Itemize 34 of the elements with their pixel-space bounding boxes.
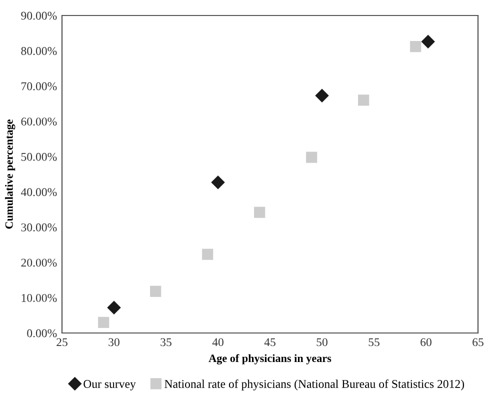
point (107, 300, 121, 314)
x-tick-label: 30 (108, 338, 120, 346)
y-tick-label: 80.00% (21, 47, 57, 56)
y-tick-label: 40.00% (20, 188, 57, 196)
point (358, 94, 370, 106)
x-axis-title: Age of physicians in years (208, 354, 332, 364)
point (254, 206, 266, 218)
x-tick-label: 45 (264, 338, 276, 346)
point (98, 316, 110, 328)
x-tick-label: 35 (160, 338, 172, 346)
x-tick-label: 65 (472, 338, 484, 346)
x-tick-label: 55 (368, 338, 380, 346)
x-tick-label: 40 (212, 338, 224, 346)
point (315, 88, 329, 102)
y-tick-label: 20.00% (21, 258, 57, 267)
y-axis-title: Cumulative percentage (5, 120, 16, 229)
point (421, 34, 435, 48)
point (306, 152, 318, 163)
point (211, 175, 225, 190)
y-tick-label: 50.00% (21, 152, 57, 161)
y-tick-label: 90.00% (21, 12, 57, 20)
point (150, 286, 162, 297)
y-tick-label: 30.00% (21, 223, 57, 232)
legend-label: Our survey (84, 380, 136, 390)
x-tick-label: 25 (56, 338, 68, 346)
x-tick-label: 60 (420, 338, 432, 346)
point (202, 248, 214, 260)
y-tick-label: 70.00% (22, 82, 57, 90)
legend-label: National rate of physicians (National Bureau of Statistics 2012) (164, 380, 464, 390)
x-tick-label: 50 (316, 338, 328, 346)
y-tick-label: 10.00% (22, 294, 57, 302)
y-tick-label: 60.00% (21, 118, 57, 126)
y-tick-label: 0.00% (27, 329, 57, 338)
point (410, 40, 422, 52)
